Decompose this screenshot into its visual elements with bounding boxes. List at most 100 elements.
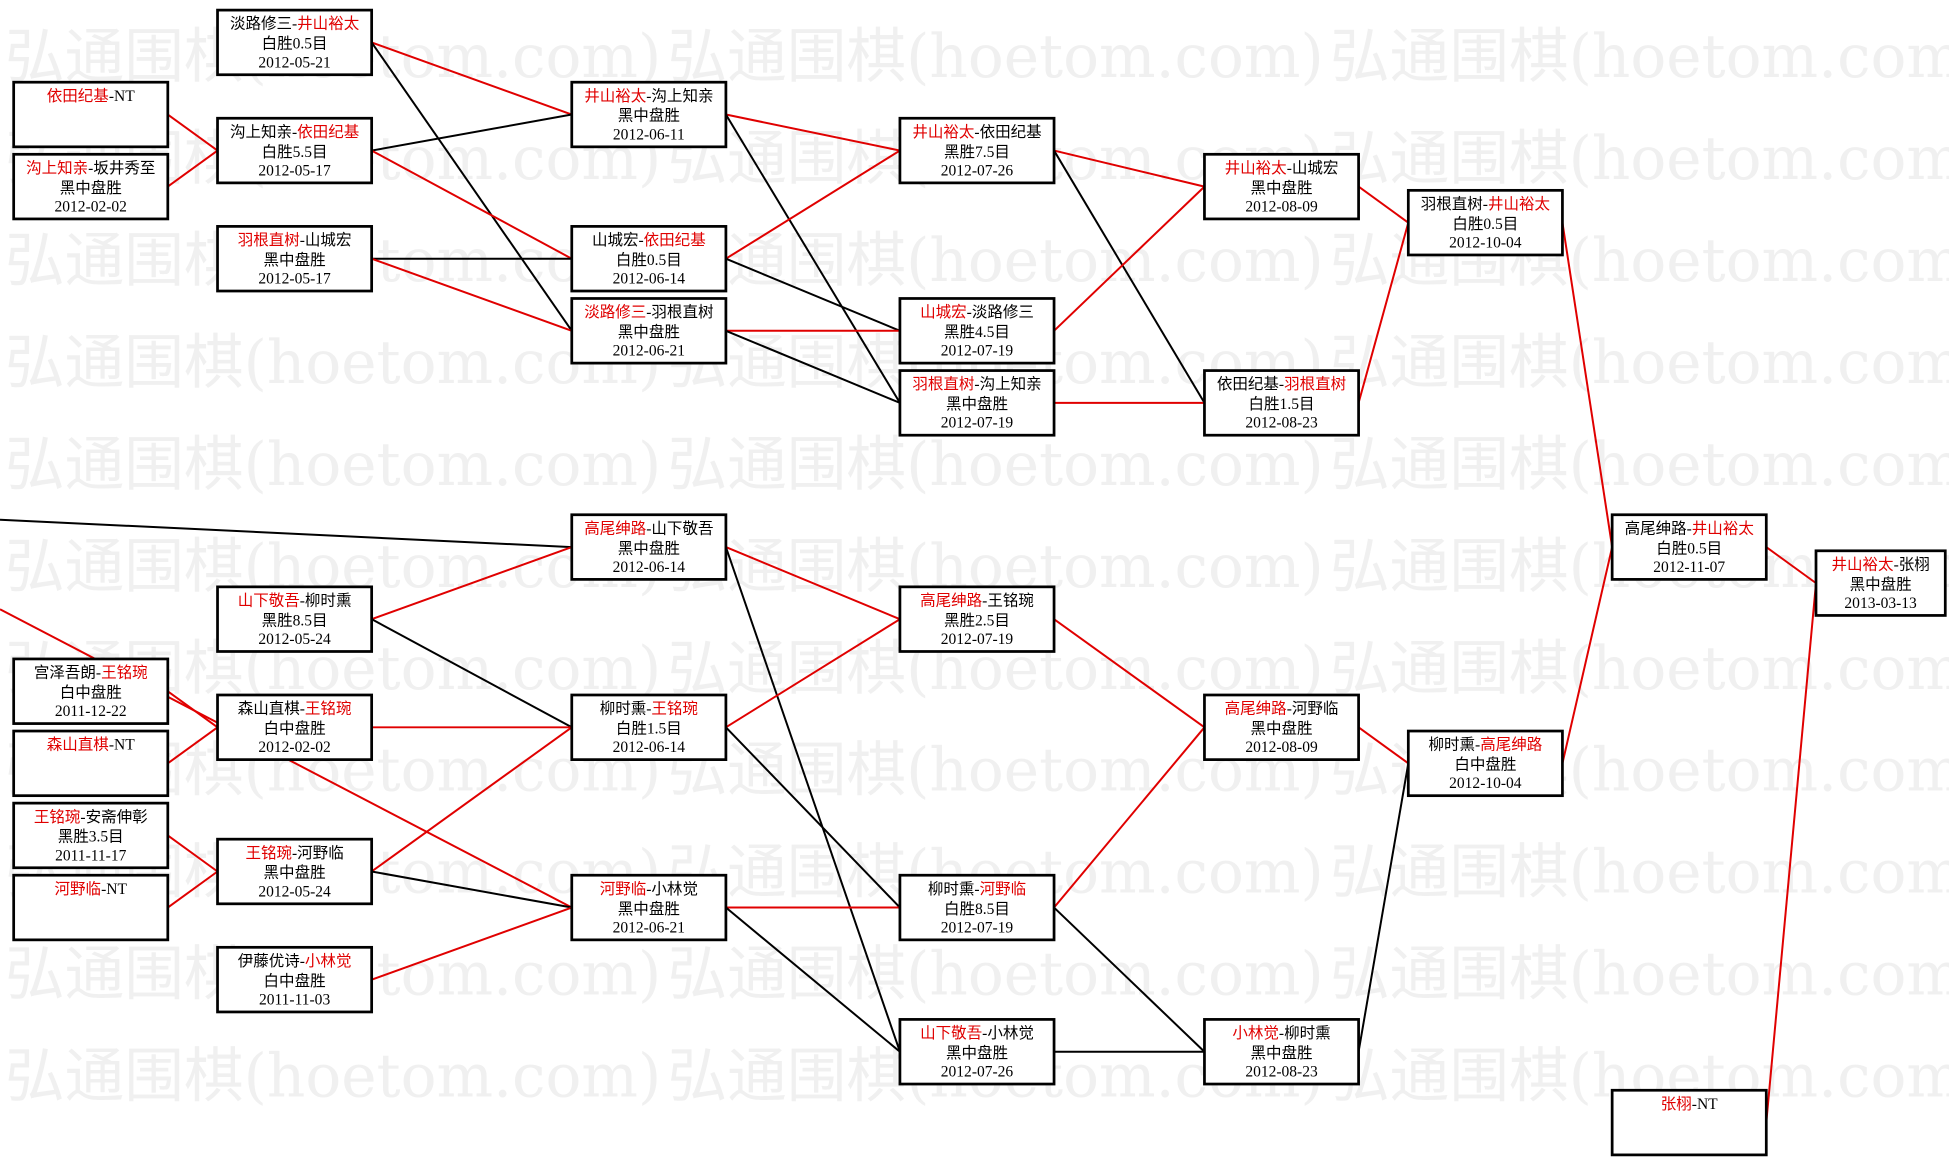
separator: -	[646, 701, 651, 718]
game-result: 黑中盘胜	[946, 1043, 1008, 1062]
loser-path-line	[725, 257, 901, 332]
separator: -	[1692, 1096, 1697, 1113]
player-black: 羽根直树	[912, 375, 974, 393]
player-black: 井山裕太	[912, 123, 975, 141]
winner-path-line	[1561, 546, 1614, 764]
separator: -	[1279, 376, 1284, 393]
matchup-label: 羽根直树-井山裕太	[1421, 195, 1551, 213]
game-box-frame	[12, 657, 170, 725]
matchup-label: 张栩-NT	[1661, 1095, 1718, 1113]
player-black: 羽根直树	[1421, 195, 1483, 213]
game-box[interactable]: 依田纪基-NT	[12, 80, 170, 149]
winner-path-line	[1053, 149, 1205, 188]
game-date: 2012-11-07	[1653, 559, 1725, 576]
matchup-label: 河野临-小林觉	[600, 880, 698, 898]
game-box-frame	[216, 945, 374, 1014]
player-white: 安斋伸彰	[86, 807, 148, 826]
game-box-frame	[216, 585, 374, 653]
player-black: 淡路修三	[584, 303, 646, 321]
separator: -	[1287, 701, 1292, 718]
separator: -	[292, 845, 297, 862]
game-box[interactable]: 张栩-NT	[1610, 1088, 1768, 1157]
separator: -	[967, 304, 972, 321]
player-white: 小林觉	[651, 880, 698, 898]
game-date: 2012-10-04	[1449, 235, 1522, 252]
separator: -	[982, 592, 987, 609]
watermark-text: 弘通围棋(hoetom.com)	[1330, 839, 1949, 908]
winner-path-line	[1357, 185, 1409, 224]
matchup-label: 羽根直树-沟上知亲	[912, 375, 1041, 393]
separator: -	[300, 953, 305, 970]
game-box-frame	[1610, 1088, 1768, 1157]
separator: -	[300, 701, 305, 718]
game-box-frame	[898, 585, 1056, 653]
game-date: 2012-05-21	[258, 54, 330, 71]
loser-path-line	[725, 329, 901, 404]
winner-path-line	[371, 906, 573, 981]
loser-path-line	[371, 113, 572, 152]
player-black: 井山裕太	[1225, 159, 1288, 177]
player-white: 河野临	[980, 880, 1027, 898]
player-white: 羽根直树	[1284, 375, 1346, 393]
separator: -	[646, 520, 651, 537]
winner-path-line	[1561, 222, 1614, 548]
player-black: 小林觉	[1232, 1024, 1279, 1042]
player-white: NT	[114, 737, 135, 754]
matchup-label: 山城宏-依田纪基	[592, 231, 706, 249]
separator: -	[101, 881, 106, 898]
watermark-text: 弘通围棋(hoetom.com)	[1330, 125, 1949, 194]
winner-path-line	[371, 41, 573, 116]
game-box[interactable]: 河野临-NT	[12, 873, 170, 942]
separator: -	[1279, 1025, 1284, 1042]
player-white: 沟上知亲	[980, 375, 1042, 393]
matchup-label: 山下敬吾-柳时熏	[238, 591, 352, 609]
watermark-layer: 弘通围棋(hoetom.com) 弘通围棋(hoetom.com) 弘通围棋(hoe…	[5, 23, 1949, 1111]
game-box[interactable]: 森山直棋-NT	[12, 729, 170, 798]
winner-path-line	[1053, 618, 1206, 729]
player-black: 山下敬吾	[920, 1024, 982, 1042]
watermark-text: 弘通围棋(hoetom.com)	[5, 1042, 661, 1111]
watermark-text: 弘通围棋(hoetom.com)	[1330, 635, 1949, 704]
winner-path-line	[167, 113, 219, 152]
game-date: 2011-11-17	[55, 847, 126, 864]
winner-path-line	[725, 149, 901, 260]
player-black: 沟上知亲	[26, 159, 88, 177]
player-black: 高尾绅路	[1625, 519, 1688, 537]
game-box-frame	[12, 801, 170, 870]
game-date: 2012-08-23	[1245, 1064, 1318, 1081]
player-white: 河野临	[297, 844, 344, 862]
game-date: 2012-06-11	[613, 126, 685, 143]
player-white: 小林觉	[305, 952, 352, 970]
game-box-frame	[216, 693, 374, 761]
